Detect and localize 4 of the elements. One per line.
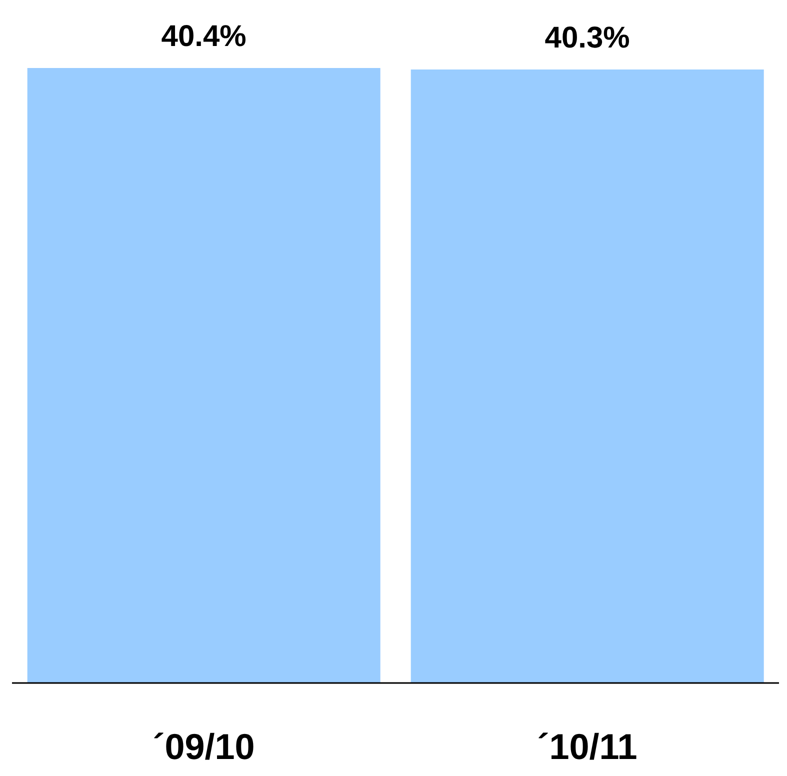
x-tick-label: ´10/11 [537,726,638,767]
data-label: 40.4% [161,20,246,53]
x-tick-label: ´09/10 [152,726,255,767]
data-label: 40.3% [544,22,630,55]
